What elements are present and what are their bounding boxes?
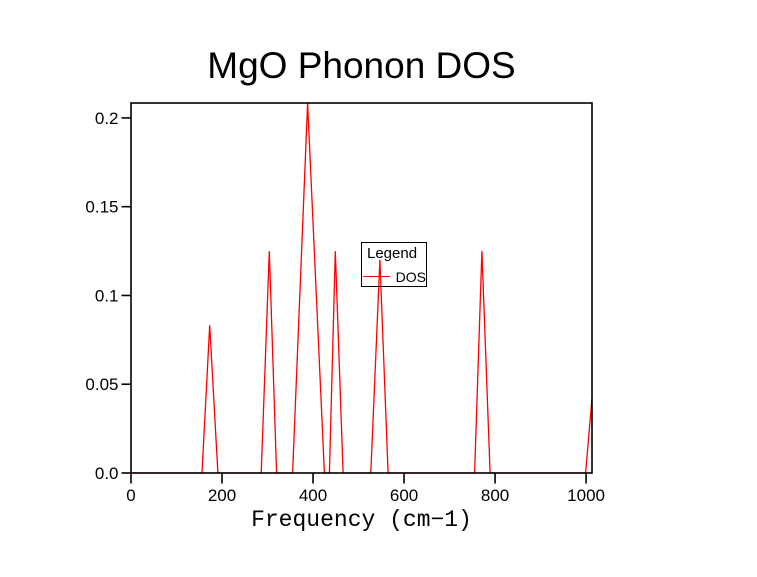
legend-title: Legend — [367, 245, 418, 262]
x-axis-label: Frequency (cm−1) — [251, 507, 472, 533]
x-tick-label: 0 — [126, 486, 135, 505]
y-tick-label: 0.1 — [95, 286, 119, 305]
x-tick-label: 200 — [208, 486, 236, 505]
x-tick-label: 800 — [481, 486, 509, 505]
legend-entry-dos: DOS — [363, 270, 426, 284]
plot-frame — [130, 102, 593, 474]
y-tick-label: 0.05 — [85, 375, 118, 394]
x-tick-label: 400 — [299, 486, 327, 505]
x-tick-label: 600 — [390, 486, 418, 505]
legend-line-sample-dos — [363, 276, 390, 277]
x-tick-label: 1000 — [567, 486, 605, 505]
y-tick-label: 0.15 — [85, 198, 118, 217]
y-tick-label: 0.0 — [95, 464, 119, 483]
legend-box: Legend DOS — [361, 242, 427, 287]
y-tick-label: 0.2 — [95, 109, 119, 128]
chart-title: MgO Phonon DOS — [207, 45, 516, 86]
legend-entry-label: DOS — [395, 268, 426, 285]
dos-curve — [131, 103, 593, 474]
